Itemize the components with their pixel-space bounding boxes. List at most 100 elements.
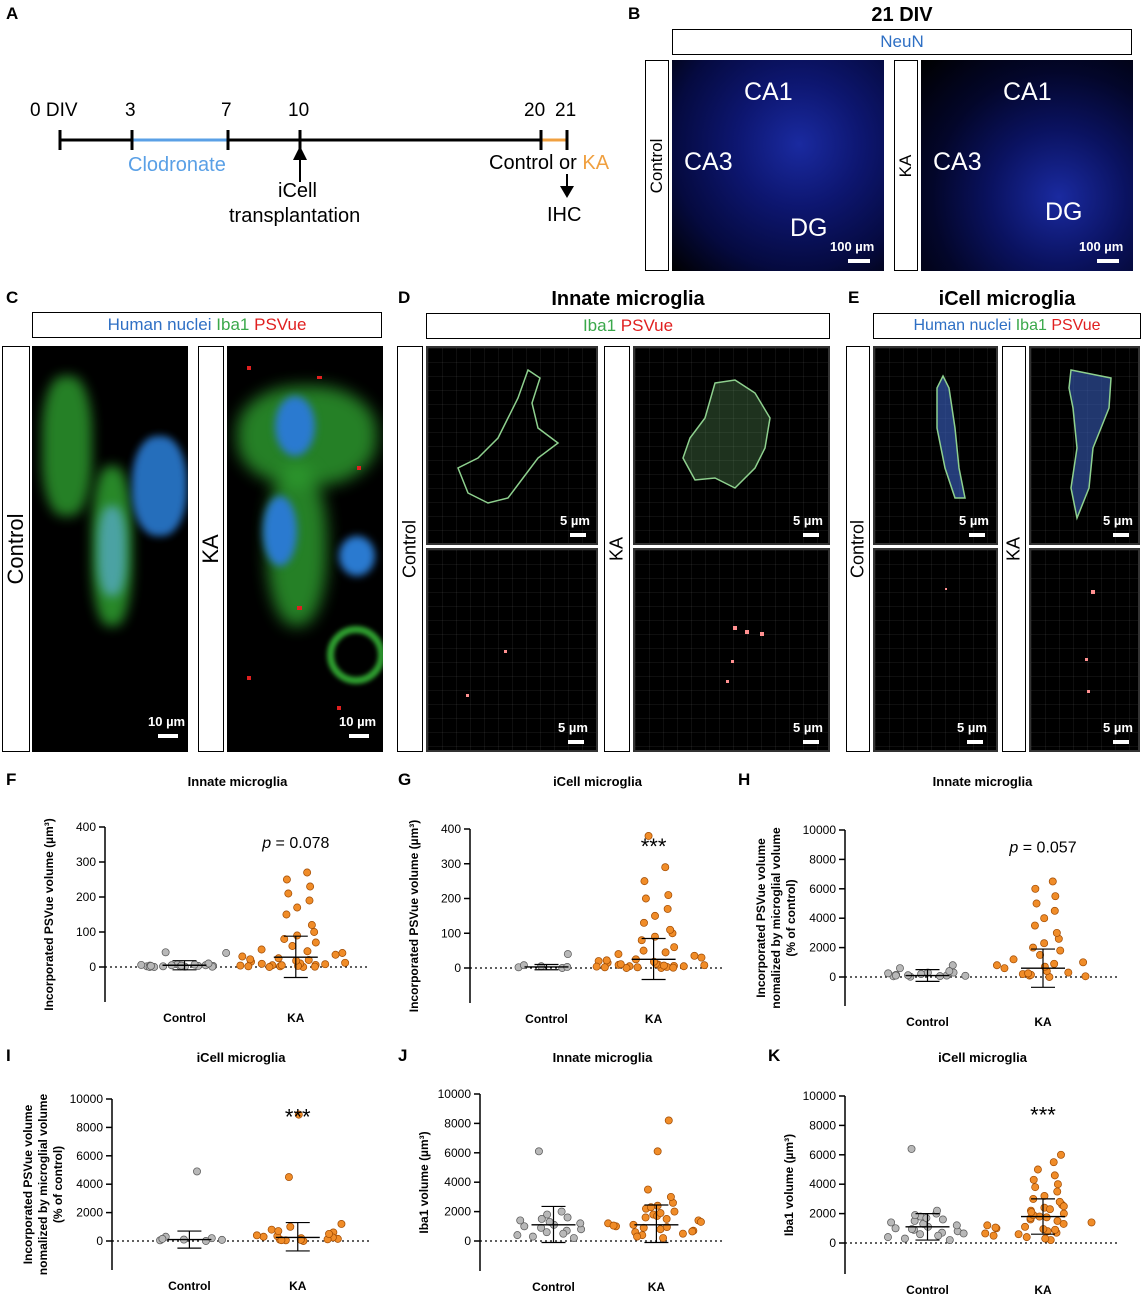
render-iba1-control: 5 µm xyxy=(426,346,598,545)
cond-box-ka-e: KA xyxy=(1002,346,1026,752)
significance-annotation: p = 0.078 xyxy=(261,835,329,852)
data-point xyxy=(294,1110,303,1119)
data-point xyxy=(1046,1205,1054,1214)
panel-letter-g: G xyxy=(398,770,412,789)
data-point xyxy=(311,938,320,947)
cond-box-control-d: Control xyxy=(397,346,423,752)
cond-box-control-c: Control xyxy=(2,346,30,752)
data-point xyxy=(321,960,330,969)
y-tick-label: 10000 xyxy=(438,1087,472,1101)
panel-letter-e: E xyxy=(848,288,860,307)
y-tick-label: 2000 xyxy=(444,1205,471,1219)
region-ca3: CA3 xyxy=(933,148,982,176)
render-icell-psvue-control: 5 µm xyxy=(873,548,998,752)
scale-bar-label: 10 µm xyxy=(339,714,377,729)
scale-bar-label: 5 µm xyxy=(1103,513,1133,528)
data-point xyxy=(602,956,611,965)
data-point xyxy=(640,877,649,886)
data-point xyxy=(193,1167,201,1176)
data-point xyxy=(331,950,340,959)
data-point xyxy=(159,962,168,971)
data-point xyxy=(609,1221,618,1230)
data-point xyxy=(161,948,170,957)
y-tick-label: 400 xyxy=(441,822,461,836)
data-point xyxy=(310,962,319,971)
data-point xyxy=(916,1230,925,1239)
data-point xyxy=(891,1224,900,1233)
panel-letter-a: A xyxy=(6,4,19,23)
scale-bar xyxy=(158,734,178,738)
cond-box-ka-b: KA xyxy=(894,60,918,271)
data-point xyxy=(158,1234,167,1243)
data-point xyxy=(557,1207,566,1216)
region-dg: DG xyxy=(790,214,828,242)
data-point xyxy=(614,950,623,959)
data-point xyxy=(1050,906,1059,915)
data-point xyxy=(663,904,672,913)
data-point xyxy=(513,1231,522,1240)
data-point xyxy=(1048,877,1057,886)
render-icell-psvue-ka: 5 µm xyxy=(1029,548,1140,752)
data-point xyxy=(887,1218,896,1227)
data-point xyxy=(688,1227,697,1236)
arrow-down-icon xyxy=(560,186,574,198)
y-tick-label: 10000 xyxy=(803,823,837,837)
data-point xyxy=(146,961,155,970)
x-category-label: Control xyxy=(525,1012,568,1026)
data-point xyxy=(696,1217,705,1226)
data-point xyxy=(1040,914,1049,923)
data-point xyxy=(644,831,653,840)
data-point xyxy=(661,863,670,872)
scale-bar xyxy=(848,259,870,263)
data-point xyxy=(288,942,297,950)
y-tick-label: 0 xyxy=(96,1234,103,1248)
panel-letter-j: J xyxy=(398,1046,408,1065)
data-point xyxy=(633,1232,642,1241)
y-tick-label: 8000 xyxy=(809,1118,836,1132)
data-point xyxy=(1031,884,1040,893)
data-point xyxy=(670,1207,679,1216)
data-point xyxy=(640,918,648,927)
y-axis-label: Incorporated PSVue volume xyxy=(754,838,768,998)
data-point xyxy=(616,960,625,969)
data-point xyxy=(1040,939,1049,948)
data-point xyxy=(983,1221,992,1230)
scale-bar-label: 5 µm xyxy=(957,720,987,735)
data-point xyxy=(884,1233,892,1242)
data-point xyxy=(1030,921,1039,930)
data-point xyxy=(659,1234,668,1243)
data-point xyxy=(641,894,650,903)
x-category-label: KA xyxy=(645,1012,663,1026)
scale-bar-label: 5 µm xyxy=(558,720,588,735)
panel-e-title: iCell microglia xyxy=(938,288,1076,310)
data-point xyxy=(659,961,668,970)
data-point xyxy=(1009,955,1018,964)
region-ca1: CA1 xyxy=(744,78,793,106)
data-point xyxy=(644,1185,652,1194)
y-tick-label: 2000 xyxy=(76,1206,103,1220)
data-point xyxy=(265,963,274,971)
data-point xyxy=(246,955,255,964)
data-point xyxy=(1049,1158,1058,1167)
y-tick-label: 6000 xyxy=(809,882,836,896)
chart-title: iCell microglia xyxy=(553,774,643,789)
data-point xyxy=(981,1229,990,1238)
data-point xyxy=(1036,950,1045,959)
data-point xyxy=(656,1209,665,1218)
data-point xyxy=(1000,964,1009,973)
scale-bar xyxy=(570,533,586,537)
data-point xyxy=(528,1232,537,1241)
data-point xyxy=(1041,1234,1050,1243)
data-point xyxy=(911,1211,920,1220)
cond-box-control-b: Control xyxy=(645,60,669,271)
y-tick-label: 8000 xyxy=(444,1116,471,1130)
y-tick-label: 6000 xyxy=(76,1149,103,1163)
data-point xyxy=(641,1213,650,1222)
data-point xyxy=(307,921,316,929)
data-point xyxy=(679,962,688,971)
chart-title: Innate microglia xyxy=(553,1050,653,1065)
panel-d-stain-label: Iba1 PSVue xyxy=(426,313,830,339)
chart-h: Innate microglia 0 2000 4000 6000 8000 10000 In… xyxy=(754,774,1120,1029)
data-point xyxy=(282,910,291,919)
data-point xyxy=(948,961,957,970)
